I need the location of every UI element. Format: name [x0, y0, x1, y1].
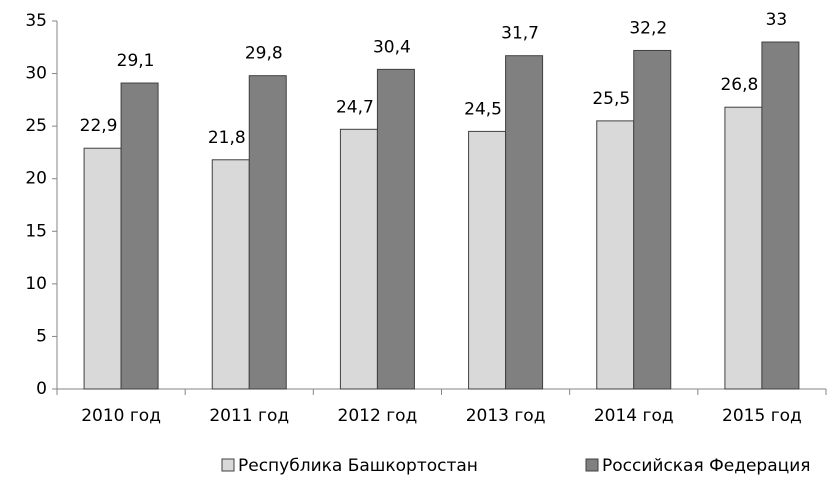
bar [596, 120, 635, 390]
bar [83, 147, 122, 390]
bar [248, 75, 287, 390]
data-label: 29,8 [245, 44, 283, 64]
bar [468, 130, 507, 390]
x-tick-label: 2013 год [466, 406, 546, 426]
bar [761, 41, 800, 390]
x-tick-label: 2012 год [338, 406, 418, 426]
y-tick-label: 0 [36, 379, 47, 399]
bar [211, 159, 250, 390]
legend-label: Республика Башкортостан [238, 456, 478, 476]
y-tick-label: 5 [36, 326, 47, 346]
x-tick-label: 2010 год [81, 406, 161, 426]
y-tick-label: 15 [25, 221, 47, 241]
data-label: 29,1 [117, 51, 155, 71]
x-tick-label: 2011 год [209, 406, 289, 426]
y-tick-label: 10 [25, 274, 47, 294]
y-tick-label: 35 [25, 11, 47, 31]
bar [120, 82, 159, 390]
bar [633, 49, 672, 390]
y-tick-label: 20 [25, 169, 47, 189]
data-label: 24,7 [336, 97, 374, 117]
y-tick-label: 25 [25, 116, 47, 136]
data-label: 26,8 [720, 75, 758, 95]
data-label: 32,2 [629, 18, 667, 38]
data-label: 33 [766, 10, 788, 30]
data-label: 21,8 [208, 128, 246, 148]
x-tick-label: 2015 год [722, 406, 802, 426]
data-label: 24,5 [464, 99, 502, 119]
legend-swatch [221, 458, 235, 472]
data-label: 25,5 [592, 89, 630, 109]
data-label: 22,9 [80, 116, 118, 136]
x-tick-label: 2014 год [594, 406, 674, 426]
legend-swatch [585, 458, 599, 472]
legend-label: Российская Федерация [602, 456, 810, 476]
bar [505, 55, 544, 390]
bar [339, 128, 378, 390]
y-tick-label: 30 [25, 64, 47, 84]
bar [376, 68, 415, 390]
data-label: 31,7 [501, 24, 539, 44]
bar [724, 106, 763, 390]
data-label: 30,4 [373, 37, 411, 57]
